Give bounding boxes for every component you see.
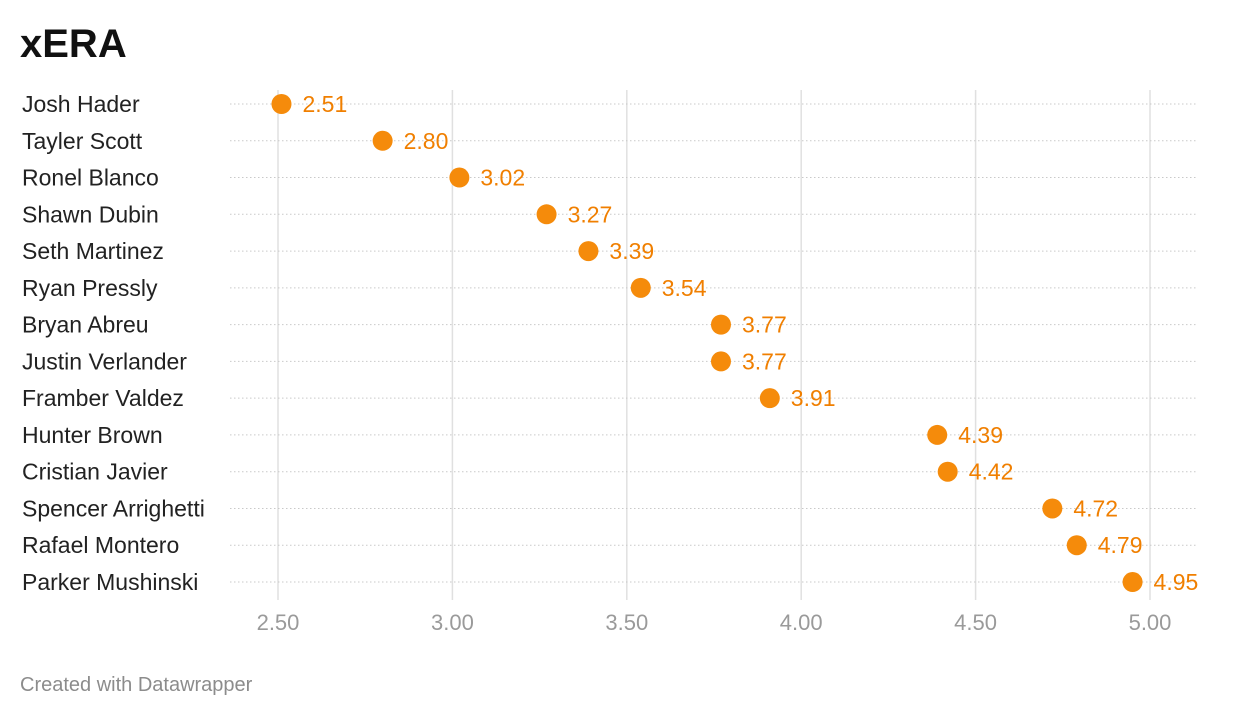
data-point <box>710 351 731 372</box>
x-tick-label: 3.00 <box>431 610 474 635</box>
x-tick-label: 2.50 <box>257 610 300 635</box>
row-label: Josh Hader <box>22 91 140 117</box>
row-label: Framber Valdez <box>22 385 184 411</box>
x-tick-label: 3.50 <box>605 610 648 635</box>
data-point <box>759 388 780 409</box>
row-label: Seth Martinez <box>22 238 164 264</box>
row-label: Shawn Dubin <box>22 201 159 227</box>
value-label: 3.77 <box>742 312 787 338</box>
value-label: 3.91 <box>791 385 836 411</box>
value-label: 4.42 <box>969 459 1014 485</box>
x-tick-label: 4.00 <box>780 610 823 635</box>
row-label: Justin Verlander <box>22 348 187 374</box>
x-tick-label: 4.50 <box>954 610 997 635</box>
value-label: 2.80 <box>404 128 449 154</box>
data-point <box>937 461 958 482</box>
value-label: 4.95 <box>1154 569 1199 595</box>
row-label: Tayler Scott <box>22 128 143 154</box>
row-label: Cristian Javier <box>22 459 168 485</box>
value-label: 2.51 <box>302 91 347 117</box>
gridlines <box>277 90 1151 600</box>
data-point <box>372 130 393 151</box>
data-point <box>536 204 557 225</box>
data-point <box>630 277 651 298</box>
data-point <box>271 94 292 114</box>
value-label: 3.77 <box>742 348 787 374</box>
row-label: Parker Mushinski <box>22 569 198 595</box>
x-axis-ticks: 2.50 3.00 3.50 4.00 4.50 5.00 <box>257 610 1172 635</box>
row-label: Ronel Blanco <box>22 165 159 191</box>
value-label: 3.39 <box>609 238 654 264</box>
data-point <box>578 241 599 262</box>
value-label: 4.72 <box>1073 495 1118 521</box>
value-label: 3.02 <box>480 165 525 191</box>
data-point <box>1122 572 1143 593</box>
value-label: 3.54 <box>662 275 707 301</box>
row-label: Rafael Montero <box>22 532 179 558</box>
footer-credit: Created with Datawrapper <box>20 674 253 696</box>
row-label: Hunter Brown <box>22 422 163 448</box>
dot-plot-chart: Josh Hader Tayler Scott Ronel Blanco Shawn … <box>22 90 1198 635</box>
row-labels: Josh Hader Tayler Scott Ronel Blanco Shawn … <box>22 91 205 595</box>
row-label: Ryan Pressly <box>22 275 158 301</box>
data-point <box>927 424 948 445</box>
value-label: 3.27 <box>568 201 613 227</box>
value-label: 4.39 <box>958 422 1003 448</box>
data-point <box>1066 535 1087 556</box>
value-labels: 2.512.803.023.273.393.543.773.773.914.39… <box>302 91 1198 595</box>
data-point <box>1042 498 1063 519</box>
row-label: Bryan Abreu <box>22 312 149 338</box>
chart-title: xERA <box>20 22 127 66</box>
value-label: 4.79 <box>1098 532 1143 558</box>
data-point <box>710 314 731 335</box>
data-points <box>271 94 1143 593</box>
data-point <box>449 167 470 188</box>
row-label: Spencer Arrighetti <box>22 495 205 521</box>
x-tick-label: 5.00 <box>1129 610 1172 635</box>
